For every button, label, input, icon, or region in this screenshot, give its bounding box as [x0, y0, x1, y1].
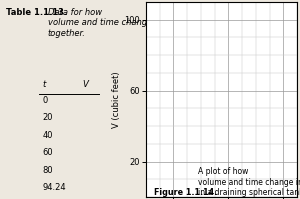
Text: 40: 40 [42, 131, 53, 140]
Text: A plot of how
volume and time change in tandem
in a draining spherical tank.: A plot of how volume and time change in … [198, 167, 300, 197]
Text: Data for how
volume and time change
together.: Data for how volume and time change toge… [48, 8, 152, 38]
Text: Figure 1.1.14.: Figure 1.1.14. [154, 188, 218, 197]
Text: 94.24: 94.24 [42, 183, 66, 192]
Text: 60: 60 [42, 148, 53, 157]
Text: t: t [42, 80, 46, 89]
Text: V: V [82, 80, 88, 89]
Text: 20: 20 [42, 113, 53, 122]
Text: 0: 0 [42, 96, 48, 105]
Text: 80: 80 [42, 166, 53, 175]
Y-axis label: V (cubic feet): V (cubic feet) [112, 71, 121, 128]
Text: Table 1.1.13.: Table 1.1.13. [6, 8, 67, 17]
